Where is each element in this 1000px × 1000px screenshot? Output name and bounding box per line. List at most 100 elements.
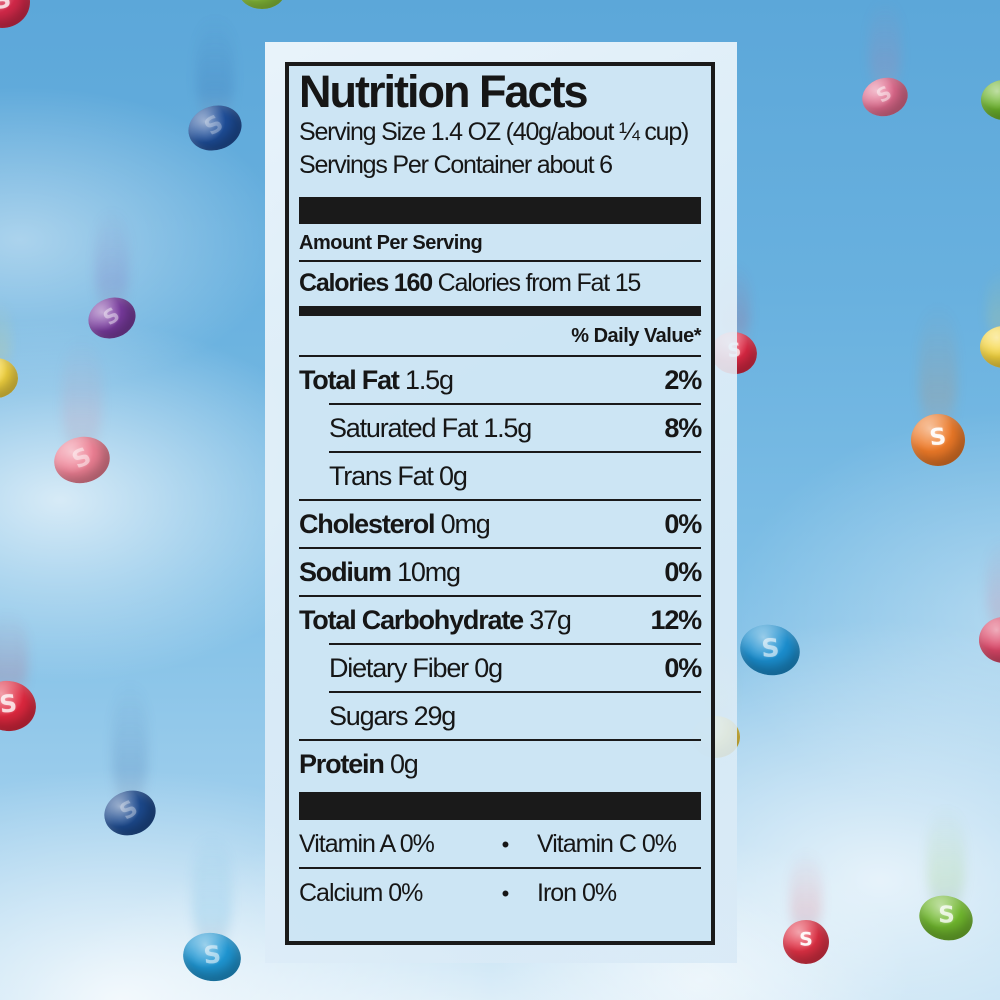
- separator-bar-medium: [299, 305, 701, 316]
- nutrition-label-card: Nutrition Facts Serving Size 1.4 OZ (40g…: [265, 42, 737, 963]
- nutrient-amount: 0g: [389, 748, 419, 779]
- nutrient-name: Sugars: [329, 700, 409, 731]
- hairline-rule: [329, 450, 701, 453]
- calcium-value: Calcium 0%: [299, 878, 423, 907]
- nutrient-row-sodium: Sodium 10mg 0%: [299, 549, 702, 595]
- calories-from-fat: Calories from Fat 15: [437, 268, 642, 297]
- skittle-candy: S: [735, 619, 805, 681]
- bullet-separator: •: [501, 880, 510, 906]
- serving-size-line: Serving Size 1.4 OZ (40g/about ¼ cup): [299, 117, 689, 146]
- hairline-rule: [299, 594, 701, 597]
- skittle-candy: S: [182, 98, 248, 158]
- nutrient-dv: 0%: [664, 556, 702, 587]
- nutrient-name: Total Fat: [299, 364, 400, 395]
- nutrient-row-cholesterol: Cholesterol 0mg 0%: [299, 501, 702, 547]
- hairline-rule: [329, 642, 701, 645]
- calories-value: Calories 160: [299, 268, 433, 297]
- skittles-s-logo: S: [98, 302, 125, 331]
- skittles-s-logo: S: [67, 441, 96, 475]
- nutrient-name: Saturated Fat: [329, 412, 478, 443]
- skittle-candy: S: [857, 72, 913, 122]
- skittles-s-logo: S: [200, 110, 229, 142]
- nutrient-row-total-fat: Total Fat 1.5g 2%: [299, 357, 702, 403]
- nutrient-dv: 2%: [664, 364, 702, 395]
- hairline-rule: [299, 354, 701, 357]
- skittle-candy: [981, 80, 1000, 120]
- nutrition-facts-title: Nutrition Facts: [299, 66, 589, 117]
- hairline-rule: [329, 402, 701, 405]
- skittle-candy: [0, 358, 18, 398]
- motion-streak: [111, 681, 149, 809]
- nutrient-amount: 0mg: [440, 508, 491, 539]
- hairline-rule: [299, 259, 701, 262]
- nutrient-amount: 37g: [529, 604, 572, 635]
- nutrient-dv: 12%: [650, 604, 703, 635]
- skittle-candy: [979, 617, 1000, 663]
- calories-line: Calories 160 Calories from Fat 15: [299, 262, 701, 306]
- nutrient-row-dietary-fiber: Dietary Fiber 0g 0%: [299, 645, 702, 691]
- hairline-rule: [299, 546, 701, 549]
- nutrient-amount: 1.5g: [483, 412, 532, 443]
- nutrient-dv: 0%: [664, 652, 702, 683]
- skittle-candy: S: [783, 920, 829, 964]
- skittle-candy: S: [179, 928, 245, 986]
- hairline-rule: [299, 866, 701, 869]
- skittles-s-logo: S: [938, 902, 955, 929]
- hairline-rule: [299, 738, 701, 741]
- iron-value: Iron 0%: [537, 878, 617, 907]
- skittles-s-logo: S: [0, 689, 19, 719]
- skittle-candy: S: [914, 889, 978, 947]
- hairline-rule: [299, 498, 701, 501]
- nutrition-facts-panel: Nutrition Facts Serving Size 1.4 OZ (40g…: [285, 62, 715, 945]
- nutrient-name: Trans Fat: [329, 460, 434, 491]
- hairline-rule: [329, 690, 701, 693]
- nutrient-row-total-carbohydrate: Total Carbohydrate 37g 12%: [299, 597, 703, 643]
- skittle-candy: S: [49, 431, 115, 489]
- motion-streak: [986, 537, 1000, 636]
- motion-streak: [919, 304, 957, 435]
- vitamin-c-value: Vitamin C 0%: [537, 829, 677, 858]
- motion-streak: [987, 266, 1000, 343]
- vitamin-a-value: Vitamin A 0%: [299, 829, 435, 858]
- skittles-s-logo: S: [115, 796, 143, 826]
- skittles-s-logo: S: [799, 928, 813, 951]
- amount-per-serving-label: Amount Per Serving: [299, 231, 483, 254]
- nutrient-row-trans-fat: Trans Fat 0g: [299, 453, 701, 499]
- nutrient-row-saturated-fat: Saturated Fat 1.5g 8%: [299, 405, 702, 451]
- nutrient-name: Sodium: [299, 556, 392, 587]
- skittles-s-logo: S: [928, 423, 948, 452]
- nutrient-amount: 10mg: [397, 556, 461, 587]
- skittles-s-logo: S: [202, 940, 223, 970]
- nutrient-amount: 0g: [474, 652, 503, 683]
- nutrient-name: Dietary Fiber: [329, 652, 469, 683]
- daily-value-header: % Daily Value*: [571, 324, 701, 347]
- nutrient-dv: 0%: [664, 508, 702, 539]
- nutrient-name: Cholesterol: [299, 508, 436, 539]
- skittle-candy: S: [0, 0, 30, 28]
- skittle-candy: S: [82, 290, 142, 346]
- skittle-candy: [239, 0, 285, 9]
- skittles-s-logo: S: [872, 82, 896, 109]
- nutrient-name: Protein: [299, 748, 385, 779]
- skittle-candy: S: [0, 677, 40, 735]
- separator-bar-thick: [299, 791, 701, 820]
- vitamin-row-2: Calcium 0% • Iron 0%: [299, 869, 701, 916]
- skittle-candy: [980, 326, 1000, 368]
- nutrient-name: Total Carbohydrate: [299, 604, 524, 635]
- skittle-candy: S: [98, 784, 162, 842]
- nutrient-amount: 1.5g: [405, 364, 454, 395]
- nutrient-row-sugars: Sugars 29g: [299, 693, 701, 739]
- bullet-separator: •: [501, 831, 510, 857]
- nutrient-amount: 0g: [439, 460, 468, 491]
- skittle-candy: S: [911, 414, 965, 466]
- servings-per-container-line: Servings Per Container about 6: [299, 150, 613, 179]
- separator-bar-thick: [299, 196, 701, 224]
- nutrient-row-protein: Protein 0g: [299, 741, 701, 787]
- nutrient-amount: 29g: [413, 700, 457, 731]
- skittles-s-logo: S: [760, 633, 781, 663]
- vitamin-row-1: Vitamin A 0% • Vitamin C 0%: [299, 820, 701, 867]
- skittles-s-logo: S: [0, 0, 14, 16]
- motion-streak: [0, 298, 12, 374]
- nutrient-dv: 8%: [664, 412, 702, 443]
